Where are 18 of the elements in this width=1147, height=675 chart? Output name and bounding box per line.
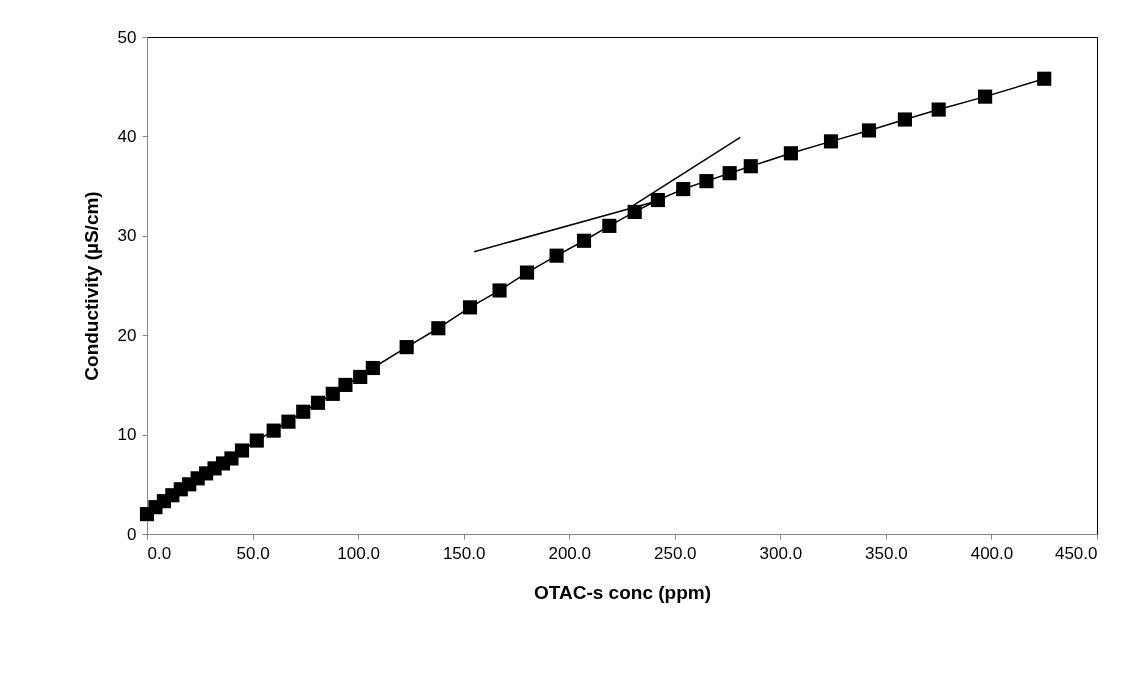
x-axis-title: OTAC-s conc (ppm)	[534, 581, 711, 603]
x-tick-label: 100.0	[337, 543, 380, 563]
x-tick-label: 150.0	[442, 543, 486, 563]
x-tick-label: 300.0	[759, 543, 803, 563]
x-tick-label: 50.0	[236, 543, 270, 563]
y-tick-label: 30	[117, 226, 137, 246]
x-tick-label: 200.0	[548, 543, 591, 563]
x-tick-label: 450.0	[1054, 543, 1098, 563]
y-tick-label: 50	[117, 27, 137, 47]
y-tick-label: 20	[117, 325, 137, 345]
x-tick-label: 350.0	[865, 543, 908, 563]
y-tick-label: 10	[117, 425, 137, 445]
y-tick-label: 40	[117, 126, 137, 146]
x-tick-label: 0.0	[147, 543, 172, 563]
x-tick-label: 400.0	[970, 543, 1014, 563]
y-axis-title: Conductivity (µS/cm)	[80, 191, 102, 381]
x-tick-label: 250.0	[654, 543, 697, 563]
y-tick-label: 0	[127, 524, 137, 544]
